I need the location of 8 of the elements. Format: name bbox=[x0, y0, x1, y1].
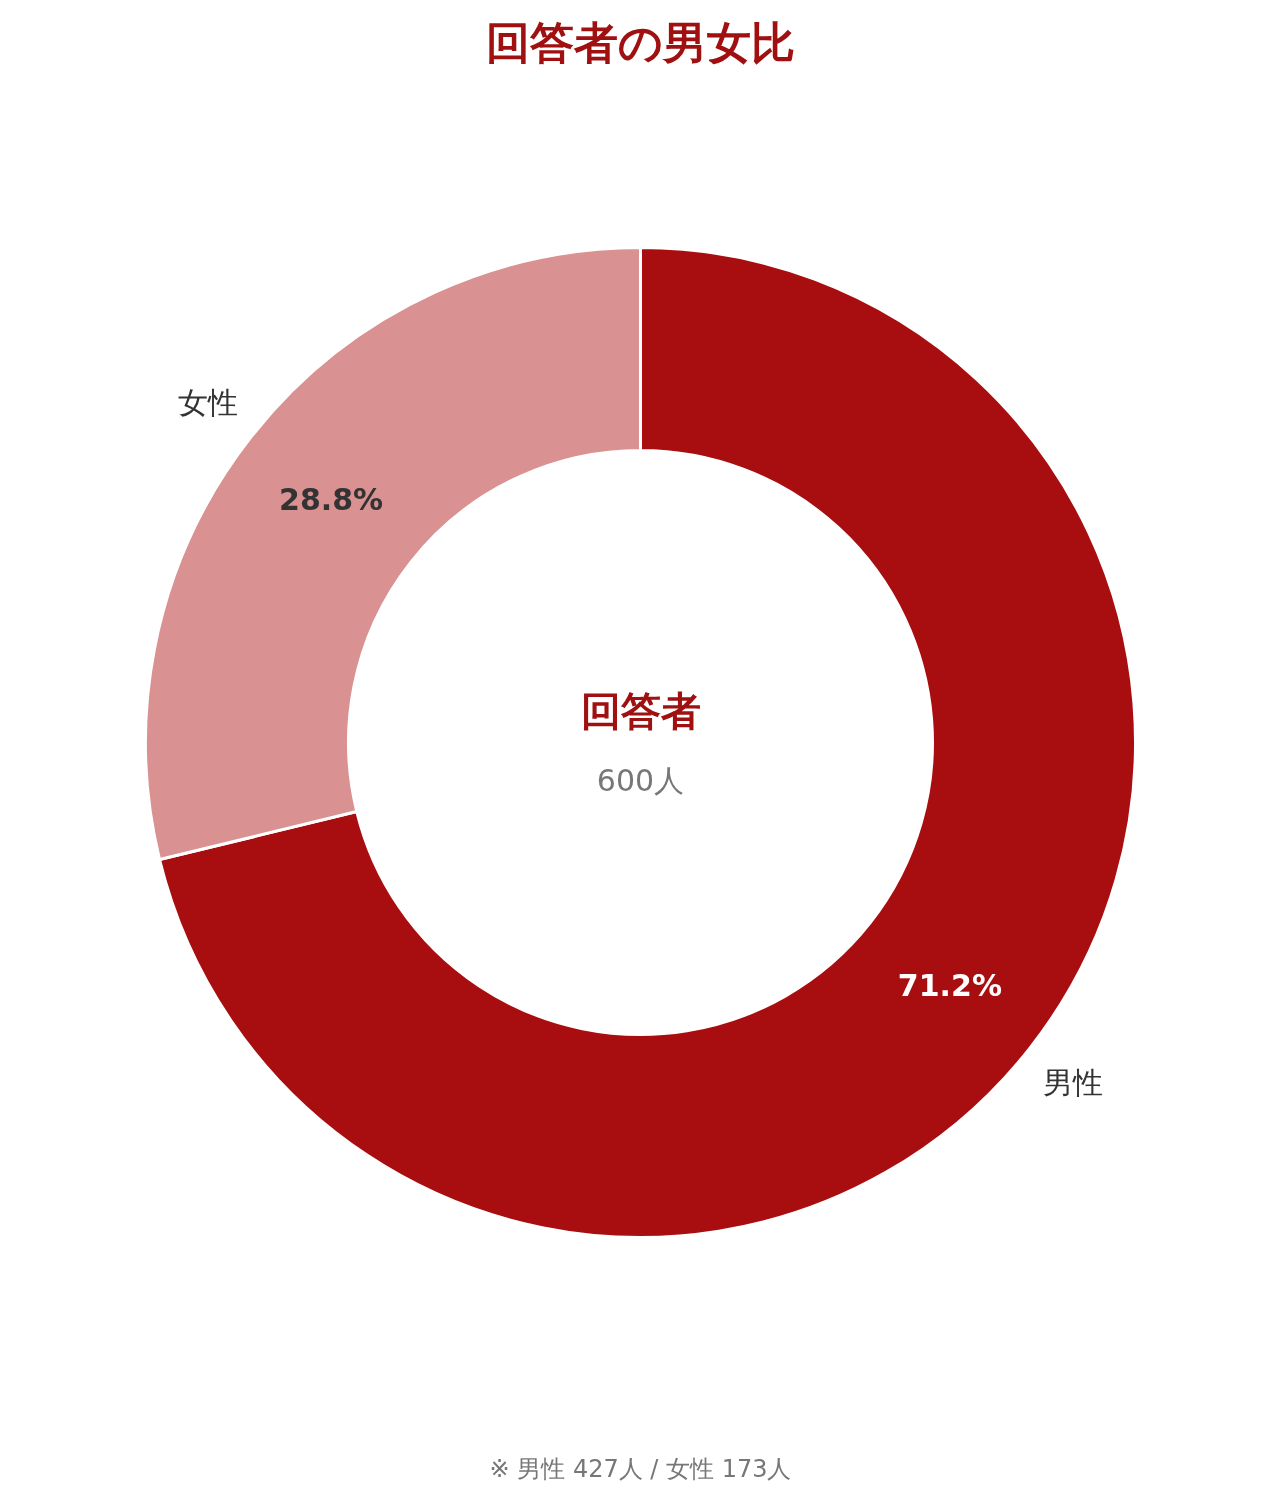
text: 600人 bbox=[596, 763, 685, 798]
slice-label: 女性 bbox=[178, 385, 239, 421]
slice-label: 男性 bbox=[1042, 1064, 1103, 1100]
data-label: 71.2% bbox=[897, 968, 1002, 1004]
data-label: 28.8% bbox=[279, 481, 384, 517]
chart-title: 回答者の男女比 bbox=[486, 17, 795, 68]
text: 回答者 bbox=[580, 687, 701, 734]
text: ※ 男性 427人 / 女性 173人 bbox=[489, 1454, 792, 1483]
